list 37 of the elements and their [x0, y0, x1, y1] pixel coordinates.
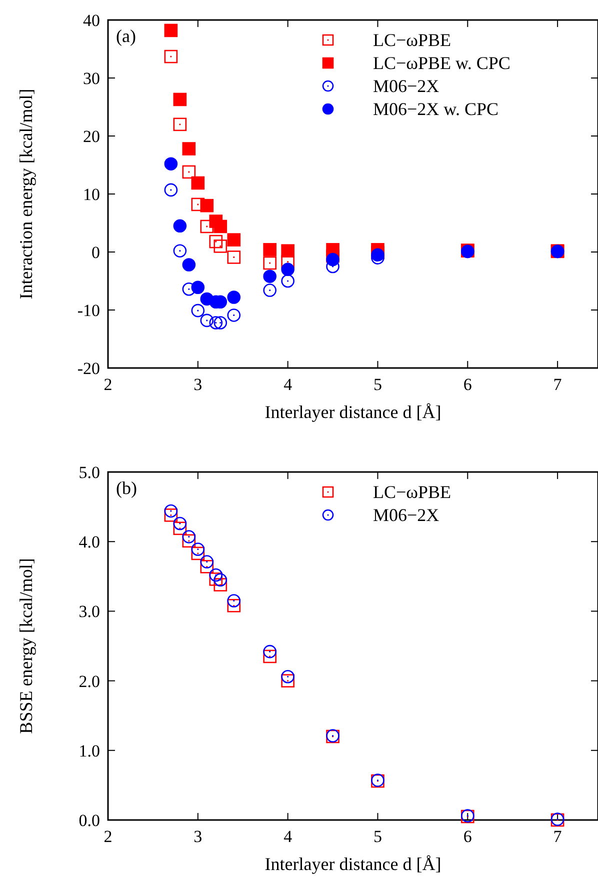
legend-label: LC−ωPBE: [373, 482, 452, 502]
x-tick-label: 2: [104, 827, 112, 846]
y-tick-label: -10: [77, 301, 100, 320]
x-tick-label: 4: [284, 827, 293, 846]
x-tick-label: 4: [284, 375, 293, 394]
x-tick-label: 7: [553, 827, 562, 846]
legend-label: LC−ωPBE w. CPC: [373, 53, 510, 73]
legend-label: M06−2X: [373, 505, 440, 525]
y-tick-label: 4.0: [78, 532, 100, 552]
y-tick-label: 30: [83, 69, 100, 88]
y-tick-label: 0: [92, 243, 100, 262]
y-tick-label: 0.0: [78, 811, 100, 830]
y-tick-label: -20: [77, 359, 100, 378]
x-tick-label: 6: [463, 375, 472, 394]
legend-label: M06−2X w. CPC: [373, 99, 499, 119]
x-tick-label: 2: [104, 375, 112, 394]
x-axis-title: Interlayer distance d [Å]: [264, 402, 442, 422]
annotation: (b): [116, 478, 137, 498]
y-tick-label: 20: [83, 127, 100, 146]
y-tick-label: 2.0: [78, 672, 100, 691]
y-axis-title: BSSE energy [kcal/mol]: [16, 558, 36, 734]
x-tick-label: 3: [194, 827, 202, 846]
annotation: (a): [116, 26, 136, 46]
x-axis-title: Interlayer distance d [Å]: [264, 854, 442, 874]
y-tick-label: 40: [83, 11, 100, 30]
x-tick-label: 6: [463, 827, 472, 846]
y-tick-label: 5.0: [78, 463, 100, 482]
y-tick-label: 10: [83, 185, 100, 204]
y-tick-label: 1.0: [78, 741, 100, 760]
x-tick-label: 3: [194, 375, 202, 394]
legend-label: M06−2X: [373, 76, 440, 96]
legend-label: LC−ωPBE: [373, 30, 452, 50]
y-tick-label: 3.0: [78, 602, 100, 622]
x-tick-label: 5: [373, 375, 382, 394]
x-tick-label: 7: [553, 375, 562, 394]
x-tick-label: 5: [373, 827, 382, 846]
y-axis-title: Interaction energy [kcal/mol]: [16, 88, 36, 300]
